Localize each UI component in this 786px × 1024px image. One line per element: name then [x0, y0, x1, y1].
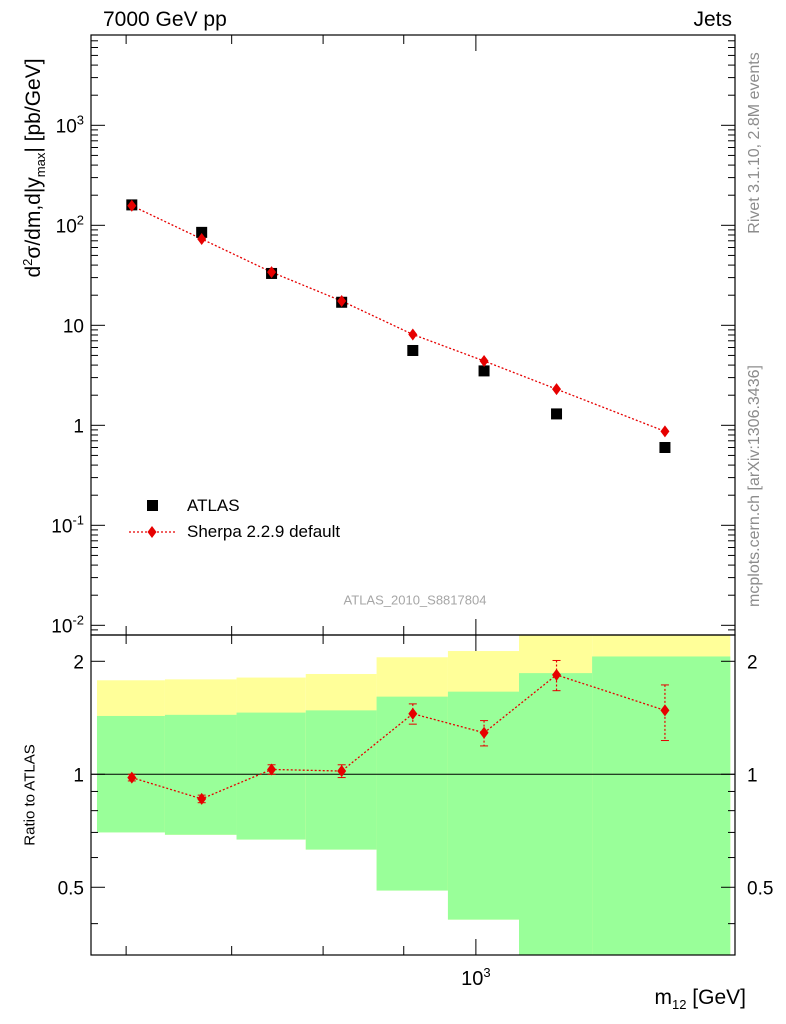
- ratio-panel-frame: [90, 634, 736, 956]
- process-label: Jets: [693, 8, 732, 31]
- source-label: mcplots.cern.ch [arXiv:1306.3436]: [746, 365, 763, 607]
- ratio-sherpa-point: [197, 792, 207, 805]
- legend-atlas-marker: [147, 500, 158, 511]
- y-tick-label: 103: [56, 112, 84, 137]
- ratio-sherpa-point: [337, 765, 347, 778]
- ratio-y-axis-label: Ratio to ATLAS: [21, 744, 39, 846]
- y-tick-label: 10: [63, 316, 84, 337]
- ratio-y-tick-label-left: 1: [73, 765, 84, 786]
- ratio-band-inner: [305, 710, 377, 850]
- atlas-point: [659, 441, 671, 453]
- sherpa-point: [197, 232, 207, 245]
- ratio-sherpa-point: [408, 707, 418, 720]
- ratio-sherpa-point: [660, 704, 670, 717]
- collision-label: 7000 GeV pp: [103, 8, 227, 31]
- sherpa-point: [552, 383, 562, 396]
- sherpa-point: [337, 295, 347, 308]
- main-y-axis-label: d2σ/dm,d|ymax| [pb/GeV]: [19, 58, 49, 278]
- x-axis-label: m12 [GeV]: [654, 986, 747, 1013]
- atlas-point: [196, 226, 208, 238]
- sherpa-point: [267, 266, 277, 279]
- legend-sherpa-marker: [147, 526, 157, 538]
- ratio-y-tick-label-left: 0.5: [58, 878, 84, 899]
- sherpa-point: [408, 328, 418, 341]
- ratio-sherpa-point: [552, 668, 562, 681]
- ratio-band-inner: [376, 696, 448, 891]
- ratio-band-inner: [164, 714, 237, 835]
- y-tick-label: 10-1: [51, 512, 84, 537]
- analysis-id-label: ATLAS_2010_S8817804: [343, 592, 487, 608]
- rivet-label: Rivet 3.1.10, 2.8M events: [746, 52, 763, 234]
- sherpa-point: [660, 425, 670, 438]
- atlas-point: [407, 344, 419, 356]
- atlas-point: [551, 408, 563, 420]
- ratio-band-inner: [519, 673, 593, 955]
- ratio-band-inner: [236, 712, 306, 840]
- ratio-band-inner: [592, 656, 731, 955]
- ratio-y-tick-label-right: 2: [747, 652, 758, 673]
- sherpa-point: [127, 199, 137, 212]
- legend-atlas-label: ATLAS: [187, 496, 240, 515]
- atlas-point: [478, 365, 490, 377]
- legend-sherpa-label: Sherpa 2.2.9 default: [187, 522, 341, 541]
- sherpa-line: [131, 205, 666, 432]
- ratio-y-tick-label-right: 1: [747, 765, 758, 786]
- ratio-sherpa-line: [131, 674, 666, 800]
- y-tick-label: 1: [73, 416, 84, 437]
- ratio-y-tick-label-left: 2: [73, 652, 84, 673]
- ratio-sherpa-point: [479, 726, 489, 739]
- x-tick-label: 103: [461, 965, 490, 990]
- sherpa-point: [479, 354, 489, 367]
- ratio-sherpa-point: [267, 763, 277, 776]
- ratio-sherpa-point: [127, 771, 137, 784]
- ratio-y-tick-label-right: 0.5: [747, 878, 773, 899]
- y-tick-label: 10-2: [51, 612, 84, 637]
- y-tick-label: 102: [56, 212, 84, 237]
